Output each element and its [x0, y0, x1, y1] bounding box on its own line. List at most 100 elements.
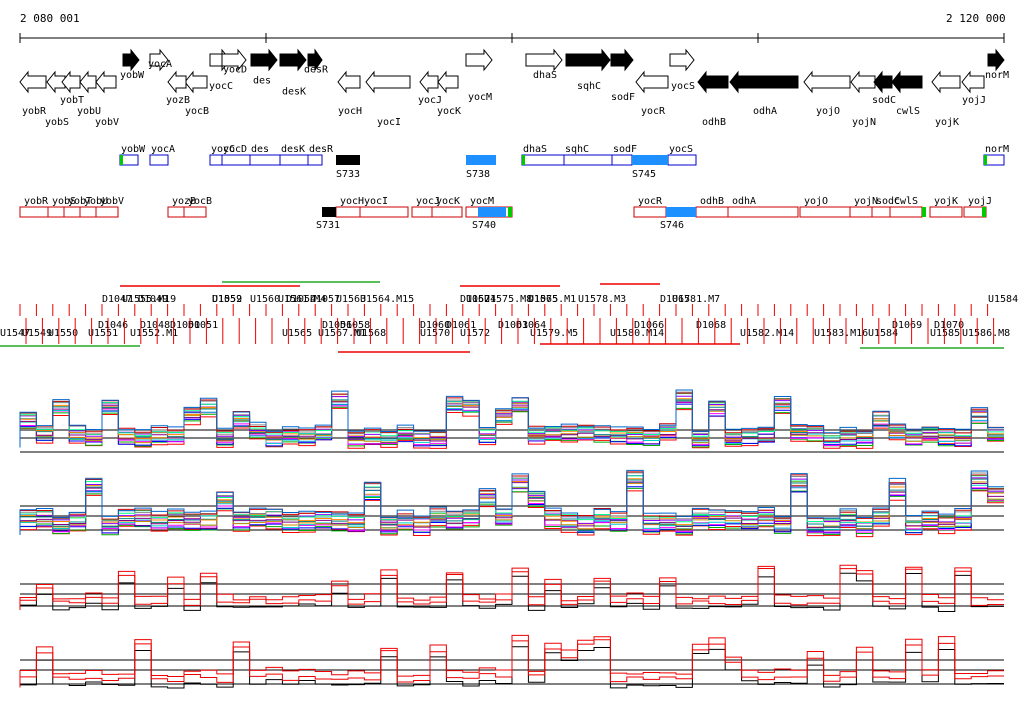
gene-arrow-yobW	[122, 48, 140, 72]
segment-minus-yocJ	[411, 206, 433, 218]
segment-plus-sqhC	[563, 154, 613, 166]
segment-plus-dhaS	[521, 154, 565, 166]
segment-plus-feature-label-S733: S733	[336, 169, 360, 180]
segment-plus-label-desK: desK	[281, 144, 305, 155]
gene-arrow-yocM	[465, 48, 493, 72]
tiling-label-top: D1047	[102, 294, 132, 305]
tiling-label-top: U1560	[250, 294, 280, 305]
segment-marker-green	[922, 207, 926, 217]
gene-arrow-yocH	[337, 70, 361, 94]
segment-minus-label-cwlS: cwlS	[894, 196, 918, 207]
tiling-label-bottom: D1051	[188, 320, 218, 331]
segment-minus-yojO	[799, 206, 851, 218]
segment-plus-label-desR: desR	[309, 144, 334, 155]
tiling-label-bottom: U1565	[282, 328, 312, 339]
tiling-label-bottom: U1551	[88, 328, 118, 339]
segment-plus-label-des: des	[251, 144, 269, 155]
gene-label-yocS: yocS	[671, 81, 695, 92]
tiling-label-top: U1574	[466, 294, 496, 305]
expression-trace-avg-minus	[19, 639, 1004, 688]
gene-arrow-cwlS	[891, 70, 923, 94]
segment-plus-label-sodF: sodF	[613, 144, 637, 155]
gene-label-yobR: yobR	[22, 106, 47, 117]
tiling-label-bottom: D1064	[516, 320, 546, 331]
tiling-label-bottom: U1580.M14	[610, 328, 664, 339]
expression-trace-expr-plus	[19, 401, 1004, 448]
tiling-label-bottom: U1583.M16	[814, 328, 868, 339]
gene-arrow-sodC	[873, 70, 893, 94]
gene-arrow-yocJ	[419, 70, 439, 94]
segment-plus-label-yocC: yocC	[211, 144, 235, 155]
gene-label-yocM: yocM	[468, 92, 492, 103]
segment-plus-feature-S733	[336, 155, 360, 165]
segment-minus-yocH	[335, 206, 361, 218]
gene-label-yocR: yocR	[641, 106, 666, 117]
segment-minus-label-yobV: yobV	[100, 196, 124, 207]
expression-trace-expr-plus	[19, 407, 1004, 449]
segment-minus-label-yocM: yocM	[470, 196, 494, 207]
tiling-label-top: U1575.M1	[528, 294, 576, 305]
segment-minus-label-yojO: yojO	[804, 196, 828, 207]
tiling-label-bottom: D1070	[934, 320, 964, 331]
gene-label-desK: desK	[282, 87, 306, 98]
segment-minus-feature-S731	[322, 207, 336, 217]
tiling-label-bottom: D1046	[98, 320, 128, 331]
tiling-label-bottom: U1579.M5	[530, 328, 578, 339]
gene-arrow-yobU	[79, 70, 97, 94]
tiling-label-top: U1564.M15	[360, 294, 414, 305]
gene-arrow-dhaS	[525, 48, 563, 72]
gene-label-odhB: odhB	[702, 117, 726, 128]
segment-plus-label-yocS: yocS	[669, 144, 693, 155]
segment-plus-yocD	[221, 154, 251, 166]
gene-label-yobU: yobU	[77, 106, 101, 117]
gene-label-yocA: yocA	[148, 59, 172, 70]
tiling-label-bottom: U1570	[420, 328, 450, 339]
gene-arrow-yocB	[184, 70, 208, 94]
tiling-label-top: U1584	[988, 294, 1018, 305]
tiling-label-bottom: D1068	[696, 320, 726, 331]
segment-plus-yocS	[667, 154, 697, 166]
gene-arrow-desK	[279, 48, 307, 72]
segment-marker-green	[508, 207, 512, 217]
tiling-label-bottom: U1572	[460, 328, 490, 339]
segment-plus-yocC	[209, 154, 223, 166]
segment-minus-sodC	[871, 206, 891, 218]
gene-label-des: des	[253, 76, 271, 87]
gene-arrow-yobT	[61, 70, 81, 94]
expression-trace-avg-minus	[19, 634, 1004, 688]
gene-label-cwlS: cwlS	[896, 106, 920, 117]
gene-label-yocH: yocH	[338, 106, 362, 117]
segment-plus-label-yobW: yobW	[121, 144, 146, 155]
gene-label-yocJ: yocJ	[418, 95, 442, 106]
gene-label-odhA: odhA	[753, 106, 777, 117]
segment-minus-yobS	[47, 206, 65, 218]
gene-arrow-desR	[307, 48, 323, 72]
segment-plus-desK	[279, 154, 309, 166]
segment-minus-label-odhA: odhA	[732, 196, 756, 207]
segment-minus-feature-S746	[666, 207, 696, 217]
segment-plus-feature-S745	[632, 155, 668, 165]
segment-plus-label-yocA: yocA	[151, 144, 175, 155]
segment-marker-green	[120, 155, 123, 165]
segment-minus-label-yocH: yocH	[340, 196, 364, 207]
segment-minus-yocI	[359, 206, 409, 218]
gene-label-yobW: yobW	[120, 70, 145, 81]
expression-trace-avg-minus	[19, 646, 1004, 689]
tiling-label-bottom: U1552.M1	[130, 328, 178, 339]
tiling-label-bottom: D1060	[420, 320, 450, 331]
segment-marker-green	[984, 155, 987, 165]
gene-label-yobS: yobS	[45, 117, 69, 128]
gene-arrow-yobR	[19, 70, 47, 94]
tiling-label-top: D1049	[138, 294, 168, 305]
gene-label-yojJ: yojJ	[962, 95, 986, 106]
gene-arrow-sqhC	[565, 48, 611, 72]
segment-plus-feature-label-S745: S745	[632, 169, 656, 180]
segment-plus-label-norM: norM	[985, 144, 1009, 155]
segment-minus-label-yojN: yojN	[854, 196, 878, 207]
tiling-label-bottom: U1549	[22, 328, 52, 339]
segment-minus-label-sodC: sodC	[876, 196, 900, 207]
axis-start-label: 2 080 001	[20, 12, 80, 25]
gene-arrow-norM	[987, 48, 1005, 72]
tiling-label-top: U1555.M19	[122, 294, 176, 305]
